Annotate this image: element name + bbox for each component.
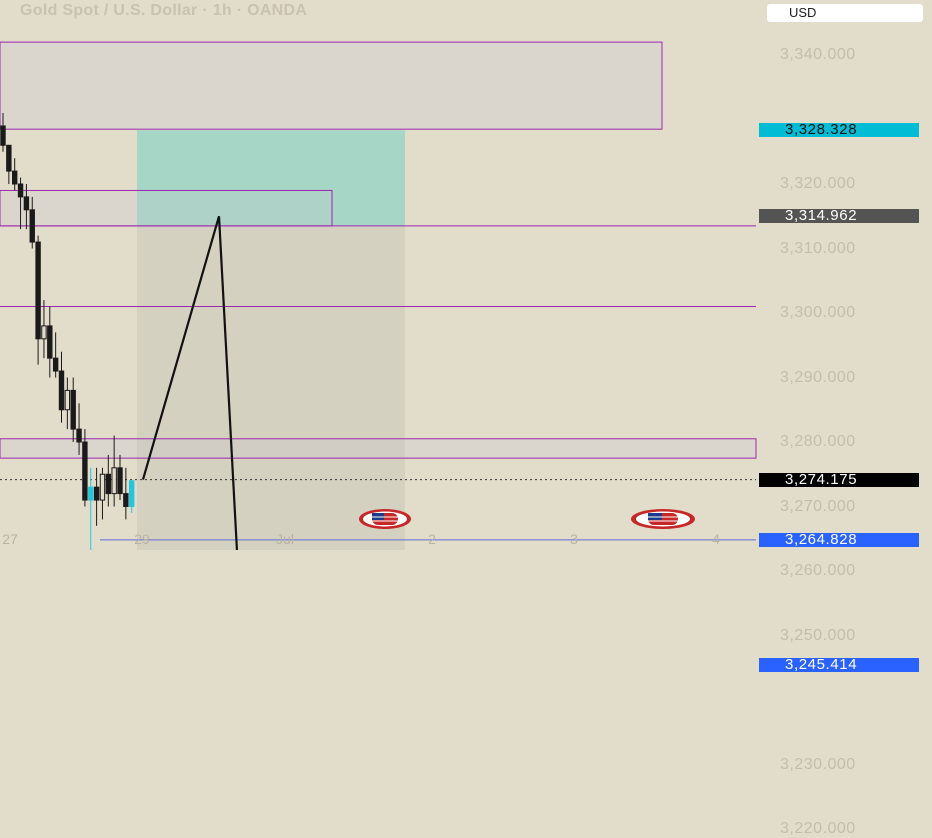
price-tick: 3,270.000 (780, 497, 856, 515)
candle-body (41, 325, 47, 340)
candle-body (0, 125, 6, 146)
us-flag-event-icon[interactable] (630, 508, 696, 530)
stop-price-label: 3,314.962 (759, 208, 919, 224)
candle-body (88, 486, 94, 501)
candle-body (6, 144, 12, 172)
candle-body (12, 170, 18, 185)
price-tick: 3,250.000 (780, 626, 856, 644)
price-tick: 3,310.000 (780, 239, 856, 257)
currency-selector[interactable]: USD (767, 4, 923, 22)
price-tick: 3,340.000 (780, 46, 856, 63)
price-tick: 3,300.000 (780, 304, 856, 321)
price-tick: 3,290.000 (780, 368, 856, 386)
candle-body (23, 196, 30, 211)
price-axis[interactable] (757, 0, 932, 550)
candle-body (47, 325, 53, 359)
candle-body (123, 493, 129, 508)
chart-title: Gold Spot / U.S. Dollar · 1h · OANDA (20, 2, 308, 19)
us-flag-event-icon[interactable] (358, 508, 412, 530)
supply-zone (0, 189, 333, 227)
candle-body (64, 389, 71, 411)
candle-body (129, 480, 135, 508)
current-price-label: 3,274.175 (759, 472, 919, 487)
candle-body (17, 183, 24, 198)
price-tick: 3,230.000 (780, 755, 856, 773)
candle-body (76, 428, 82, 443)
position-zone-teal (137, 130, 405, 226)
projection-path (141, 215, 245, 663)
candle-body (58, 370, 65, 411)
time-tick: 29 (134, 531, 150, 547)
price-tick: 3,280.000 (780, 433, 856, 450)
time-tick: 2 (428, 531, 436, 547)
time-tick: 4 (712, 531, 720, 547)
candle-body (105, 473, 111, 495)
candle-body (70, 389, 76, 430)
candle-body (29, 209, 35, 243)
candle-body (82, 441, 88, 501)
price-tick: 3,260.000 (780, 562, 856, 579)
candle-body (35, 241, 41, 340)
level-price-label: 3,264.828 (759, 532, 919, 547)
support-price-label: 3,245.414 (759, 657, 919, 673)
target-price-label: 3,328.328 (759, 122, 919, 138)
price-tick: 3,320.000 (780, 175, 856, 192)
price-tick: 3,220.000 (780, 820, 856, 837)
candle-body (111, 467, 117, 495)
candle-body (93, 486, 100, 501)
time-tick: 3 (570, 531, 578, 547)
candle-body (99, 473, 106, 501)
time-tick: 27 (2, 531, 18, 547)
time-tick: Jul (276, 531, 294, 547)
candle-body (117, 467, 123, 495)
supply-zone (0, 438, 757, 459)
candle-body (52, 357, 59, 372)
supply-zone (0, 41, 663, 130)
